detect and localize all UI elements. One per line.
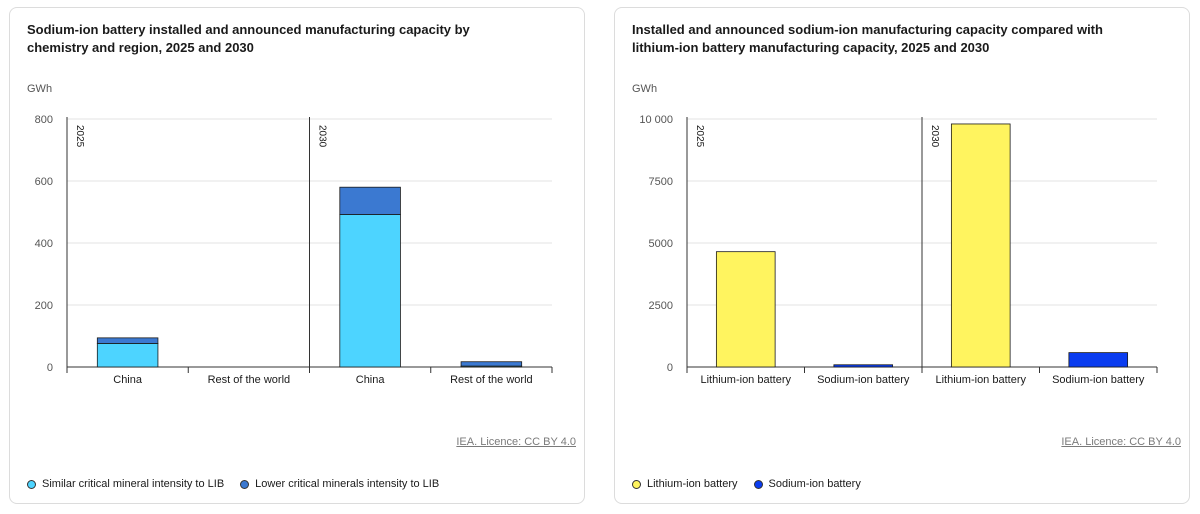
legend-label: Sodium-ion battery — [768, 478, 861, 490]
chart-card-sodium-vs-lithium: Installed and announced sodium-ion manuf… — [614, 7, 1190, 504]
legend-label: Lithium-ion battery — [647, 478, 738, 490]
chart-card-chemistry-region: Sodium-ion battery installed and announc… — [9, 7, 585, 504]
year-label: 2025 — [694, 125, 705, 148]
legend: Lithium-ion battery Sodium-ion battery — [632, 478, 861, 490]
bar-chart-chemistry-region: 0 200 400 600 800 2025 China Rest of the world 2… — [35, 114, 553, 386]
x-category-label: Lithium-ion battery — [701, 374, 792, 386]
year-label: 2025 — [74, 125, 85, 148]
y-axis-unit: GWh — [632, 83, 658, 95]
x-category-label: China — [113, 374, 143, 386]
y-tick-label: 10 000 — [639, 114, 673, 126]
bar-chart-sodium-vs-lithium: 0 2500 5000 7500 10 000 2025 Lithium-ion batte… — [639, 114, 1158, 386]
bar-lower-critical-minerals-intensity-to-lib — [96, 337, 159, 344]
legend-swatch — [632, 479, 641, 489]
x-category-label: Rest of the world — [208, 374, 291, 386]
y-tick-label: 400 — [35, 238, 53, 250]
y-tick-label: 600 — [35, 176, 53, 188]
legend-swatch — [753, 479, 763, 489]
legend-item-lithium-ion[interactable]: Lithium-ion battery — [632, 478, 738, 490]
bar-similar-critical-mineral-intensity-to-lib — [339, 214, 401, 368]
bar-lower-critical-minerals-intensity-to-lib — [460, 361, 523, 367]
bar-lower-critical-minerals-intensity-to-lib — [339, 186, 401, 215]
y-axis-unit: GWh — [27, 83, 53, 95]
y-tick-label: 200 — [35, 300, 53, 312]
y-tick-label: 0 — [47, 362, 53, 374]
chart-title: Installed and announced sodium-ion manuf… — [632, 22, 1103, 55]
bar-lithium-ion-battery — [950, 123, 1011, 368]
y-tick-label: 2500 — [649, 300, 673, 312]
legend-label: Similar critical mineral intensity to LI… — [42, 478, 225, 490]
legend-item-similar-intensity[interactable]: Similar critical mineral intensity to LI… — [27, 478, 224, 490]
licence-link[interactable]: IEA. Licence: CC BY 4.0 — [1061, 436, 1181, 448]
licence-link[interactable]: IEA. Licence: CC BY 4.0 — [456, 436, 576, 448]
year-label: 2030 — [317, 125, 328, 148]
bar-sodium-ion-battery — [1068, 352, 1129, 368]
y-tick-label: 5000 — [649, 238, 673, 250]
x-category-label: Sodium-ion battery — [1052, 374, 1145, 386]
legend: Similar critical mineral intensity to LI… — [27, 478, 439, 490]
x-category-label: Rest of the world — [450, 374, 533, 386]
legend-label: Lower critical minerals intensity to LIB — [255, 478, 440, 490]
x-category-label: China — [356, 374, 386, 386]
legend-swatch — [27, 479, 36, 489]
x-category-label: Sodium-ion battery — [817, 374, 910, 386]
y-tick-label: 800 — [35, 114, 53, 126]
chart-title: Sodium-ion battery installed and announc… — [27, 22, 470, 55]
legend-item-sodium-ion[interactable]: Sodium-ion battery — [753, 478, 861, 490]
y-tick-label: 0 — [667, 362, 673, 374]
x-category-label: Lithium-ion battery — [936, 374, 1027, 386]
bar-sodium-ion-battery — [833, 364, 894, 368]
bar-similar-critical-mineral-intensity-to-lib — [96, 343, 159, 368]
bar-lithium-ion-battery — [715, 251, 776, 368]
legend-item-lower-intensity[interactable]: Lower critical minerals intensity to LIB — [240, 478, 439, 490]
year-label: 2030 — [929, 125, 940, 148]
legend-swatch — [240, 479, 250, 489]
y-tick-label: 7500 — [649, 176, 673, 188]
